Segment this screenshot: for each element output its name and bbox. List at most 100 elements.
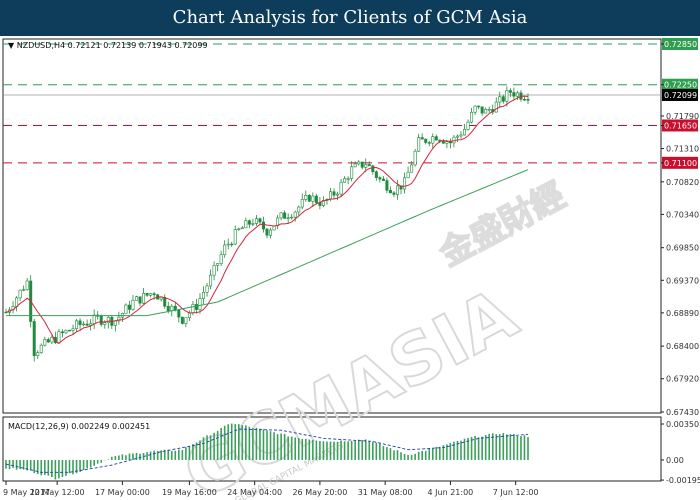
candle-body [367,164,371,167]
level-label-box [662,38,698,50]
candle-body [198,298,202,310]
candle-body [353,163,357,168]
candle-body [455,135,459,138]
level-label-box [662,156,698,169]
macd-title: MACD(12,26,9) 0.002249 0.002451 [8,422,150,431]
candle-body [286,217,290,219]
candle-body [336,193,340,196]
candle-body [205,285,209,293]
candle-body [470,111,474,123]
last-price-box [662,88,698,101]
candle-body [99,315,103,325]
candle-body [427,142,431,144]
candle-body [219,254,223,264]
candle-body [135,296,139,301]
candle-body [131,299,135,310]
candle-body [39,344,43,353]
y-tick-label: 0.71310 [666,145,699,154]
candle-body [180,316,184,324]
candle-body [420,137,424,140]
macd-y-tick-label: 0.00 [666,456,684,465]
candle-body [403,177,407,190]
candle-body [515,92,519,97]
candle-body [240,227,244,230]
candle-body [71,328,75,331]
candle-body [487,109,491,111]
candle-body [311,195,315,202]
level-label: 0.72850 [664,40,697,49]
candle-body [60,331,64,334]
candle-body [307,195,311,202]
candle-body [149,293,153,296]
candle-body [85,323,89,326]
candle-body [459,134,463,137]
candle-body [89,323,93,326]
x-tick-label: 7 Jun 12:00 [493,488,539,497]
main-panel-frame [2,38,662,414]
candle-body [145,293,149,296]
y-tick-label: 0.69850 [666,244,699,253]
chart-symbol-info: ▼ NZDUSD,H4 0.72121 0.72139 0.71943 0.72… [8,41,208,50]
candle-body [413,150,417,166]
candle-body [251,223,255,225]
candle-body [466,121,470,130]
y-tick-label: 0.68890 [666,309,699,318]
collapse-triangle-icon[interactable]: ▼ [8,41,17,50]
candlestick-series [4,86,530,362]
y-tick-label: 0.70820 [666,178,699,187]
candle-body [463,129,467,136]
candle-body [360,161,364,168]
candle-body [522,99,526,101]
candle-body [103,322,107,325]
candle-body [194,304,198,310]
macd-panel-frame [2,416,662,482]
candle-body [247,220,251,225]
candle-body [385,180,389,191]
candle-body [388,190,392,194]
candle-body [261,221,265,230]
candle-body [374,171,378,178]
y-tick-label: 0.68400 [666,342,699,351]
ma-fast-line [5,95,529,344]
candle-body [173,305,177,311]
y-tick-label: 0.67920 [666,375,699,384]
candle-body [258,218,262,223]
candle-body [477,105,481,108]
x-tick-label: 31 May 08:00 [358,488,413,497]
y-tick-label: 0.67430 [666,408,699,417]
candle-body [163,296,167,307]
candle-body [113,320,117,326]
x-tick-label: 17 May 00:00 [95,488,150,497]
candle-body [297,206,301,213]
price-axis: 0.71790 0.71310 0.70820 0.70340 0.69850 0.693… [661,43,699,417]
candle-body [431,136,435,144]
candle-body [184,317,188,324]
symbol-line: NZDUSD,H4 0.72121 0.72139 0.71943 0.7209… [17,41,208,50]
candle-body [410,164,414,173]
last-price-label: 0.72099 [664,91,697,100]
candle-body [364,164,368,168]
candle-body [441,140,445,144]
candle-body [106,316,110,323]
candle-body [244,220,248,229]
candle-body [424,138,428,143]
macd-y-tick-label: 0.003501 [666,420,700,429]
candle-body [508,90,512,93]
level-label-box [662,78,698,91]
level-label: 0.71650 [664,121,697,130]
candle-body [75,320,79,330]
candle-body [46,339,50,343]
candle-body [452,136,456,144]
candle-body [230,243,234,246]
candle-body [395,185,399,195]
candle-body [381,178,385,181]
candle-body [237,228,241,230]
candle-body [494,101,498,113]
macd-series: 0.003501 0.00 -0.001957 [5,420,700,485]
candle-body [50,336,54,343]
level-label: 0.71100 [664,159,697,168]
candle-body [279,212,283,219]
candle-body [25,280,29,290]
candle-body [216,263,220,266]
